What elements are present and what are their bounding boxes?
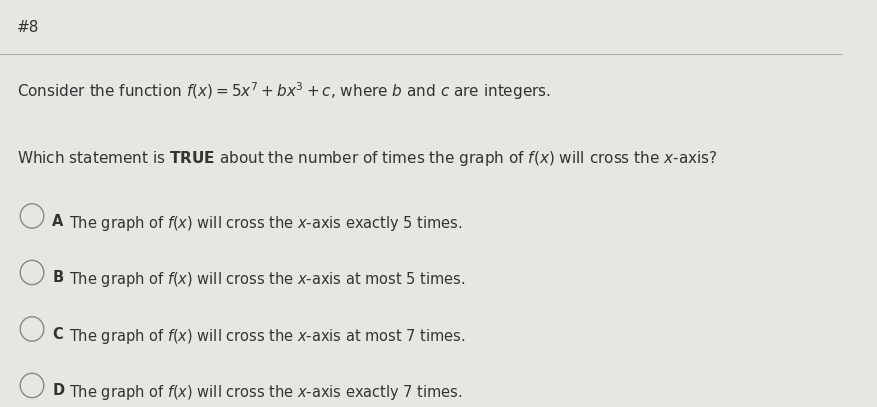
Text: C: C [53, 327, 63, 342]
Text: The graph of $f(x)$ will cross the $x$-axis exactly 7 times.: The graph of $f(x)$ will cross the $x$-a… [69, 383, 463, 403]
Text: Consider the function $f(x) = 5x^7 + bx^3 + c$, where $b$ and $c$ are integers.: Consider the function $f(x) = 5x^7 + bx^… [17, 81, 551, 103]
Text: D: D [53, 383, 64, 398]
Text: The graph of $f(x)$ will cross the $x$-axis at most 5 times.: The graph of $f(x)$ will cross the $x$-a… [69, 271, 466, 289]
Text: A: A [53, 214, 64, 229]
Text: #8: #8 [17, 20, 39, 35]
Text: The graph of $f(x)$ will cross the $x$-axis at most 7 times.: The graph of $f(x)$ will cross the $x$-a… [69, 327, 466, 346]
Text: Which statement is $\mathbf{TRUE}$ about the number of times the graph of $f(x)$: Which statement is $\mathbf{TRUE}$ about… [17, 149, 717, 168]
Text: The graph of $f(x)$ will cross the $x$-axis exactly 5 times.: The graph of $f(x)$ will cross the $x$-a… [69, 214, 463, 233]
Text: B: B [53, 271, 63, 285]
